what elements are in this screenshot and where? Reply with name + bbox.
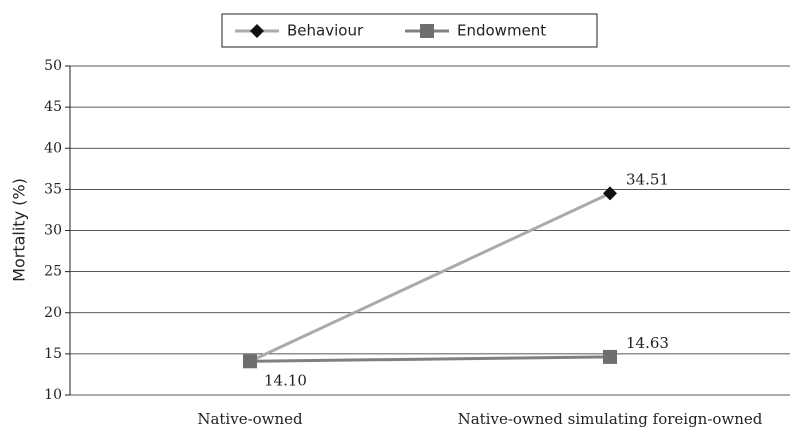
x-tick-label: Native-owned simulating foreign-owned — [458, 410, 763, 428]
legend-marker — [250, 24, 264, 38]
series-line — [249, 192, 611, 363]
y-tick-label: 10 — [44, 387, 62, 403]
y-axis-label: Mortality (%) — [10, 178, 29, 282]
y-tick-label: 15 — [44, 346, 62, 362]
data-point — [603, 186, 617, 201]
data-point — [243, 354, 257, 369]
data-point — [603, 349, 617, 364]
y-tick-label: 30 — [44, 223, 62, 239]
y-tick-label: 50 — [44, 58, 62, 74]
data-label: 34.51 — [626, 170, 669, 188]
legend-marker — [420, 24, 434, 38]
data-label: 14.10 — [264, 371, 307, 389]
legend-label: Endowment — [457, 22, 546, 40]
y-tick-label: 25 — [44, 264, 62, 280]
legend-label: Behaviour — [287, 22, 364, 40]
y-tick-label: 45 — [44, 99, 62, 115]
data-label: 14.63 — [626, 334, 669, 352]
x-tick-label: Native-owned — [197, 410, 303, 428]
series-line — [249, 355, 611, 363]
y-tick-label: 40 — [44, 140, 62, 156]
y-tick-label: 20 — [44, 305, 62, 321]
y-tick-label: 35 — [44, 181, 62, 197]
